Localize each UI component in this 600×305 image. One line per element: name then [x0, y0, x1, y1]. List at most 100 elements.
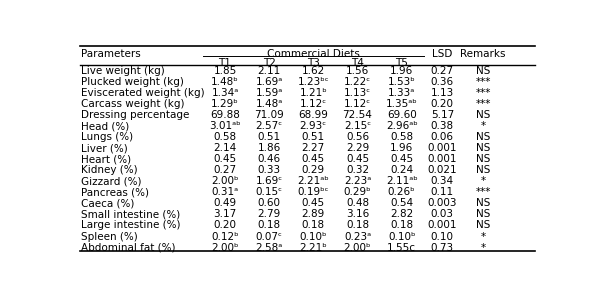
Text: Large intestine (%): Large intestine (%) — [80, 221, 180, 231]
Text: 0.29ᵇ: 0.29ᵇ — [344, 187, 371, 197]
Text: 1.69ᵃ: 1.69ᵃ — [256, 77, 283, 87]
Text: 1.86: 1.86 — [257, 143, 281, 153]
Text: 1.13ᶜ: 1.13ᶜ — [344, 88, 371, 98]
Text: 0.34: 0.34 — [431, 176, 454, 186]
Text: 2.15ᶜ: 2.15ᶜ — [344, 121, 371, 131]
Text: 2.82: 2.82 — [390, 210, 413, 220]
Text: Carcass weight (kg): Carcass weight (kg) — [80, 99, 184, 109]
Text: 1.12ᶜ: 1.12ᶜ — [300, 99, 327, 109]
Text: 0.32: 0.32 — [346, 165, 369, 175]
Text: Gizzard (%): Gizzard (%) — [80, 176, 141, 186]
Text: 0.51: 0.51 — [257, 132, 281, 142]
Text: 0.10: 0.10 — [431, 231, 454, 242]
Text: Remarks: Remarks — [460, 49, 506, 59]
Text: 2.96ᵃᵇ: 2.96ᵃᵇ — [386, 121, 418, 131]
Text: 0.49: 0.49 — [214, 199, 236, 208]
Text: Eviscerated weight (kg): Eviscerated weight (kg) — [80, 88, 204, 98]
Text: 2.27: 2.27 — [302, 143, 325, 153]
Text: ***: *** — [475, 88, 491, 98]
Text: 1.96: 1.96 — [390, 66, 413, 76]
Text: Caeca (%): Caeca (%) — [80, 199, 134, 208]
Text: 2.21ᵃᵇ: 2.21ᵃᵇ — [298, 176, 329, 186]
Text: NS: NS — [476, 165, 490, 175]
Text: 0.45: 0.45 — [302, 199, 325, 208]
Text: Parameters: Parameters — [80, 49, 140, 59]
Text: 0.001: 0.001 — [428, 154, 457, 164]
Text: ***: *** — [475, 77, 491, 87]
Text: NS: NS — [476, 143, 490, 153]
Text: 0.10ᵇ: 0.10ᵇ — [388, 231, 415, 242]
Text: 68.99: 68.99 — [298, 110, 328, 120]
Text: 0.12ᵇ: 0.12ᵇ — [211, 231, 239, 242]
Text: 0.003: 0.003 — [428, 199, 457, 208]
Text: 1.12ᶜ: 1.12ᶜ — [344, 99, 371, 109]
Text: 0.03: 0.03 — [431, 210, 454, 220]
Text: NS: NS — [476, 210, 490, 220]
Text: 1.55c: 1.55c — [387, 242, 416, 253]
Text: Lungs (%): Lungs (%) — [80, 132, 133, 142]
Text: 0.73: 0.73 — [431, 242, 454, 253]
Text: 2.00ᵇ: 2.00ᵇ — [211, 176, 239, 186]
Text: Plucked weight (kg): Plucked weight (kg) — [80, 77, 184, 87]
Text: 0.45: 0.45 — [390, 154, 413, 164]
Text: NS: NS — [476, 132, 490, 142]
Text: 0.18: 0.18 — [302, 221, 325, 231]
Text: 5.17: 5.17 — [431, 110, 454, 120]
Text: 2.00ᵇ: 2.00ᵇ — [344, 242, 371, 253]
Text: 0.33: 0.33 — [257, 165, 281, 175]
Text: Spleen (%): Spleen (%) — [80, 231, 137, 242]
Text: T3: T3 — [307, 58, 320, 67]
Text: Pancreas (%): Pancreas (%) — [80, 187, 149, 197]
Text: 0.18: 0.18 — [390, 221, 413, 231]
Text: 0.31ᵃ: 0.31ᵃ — [211, 187, 239, 197]
Text: NS: NS — [476, 110, 490, 120]
Text: 2.11: 2.11 — [257, 66, 281, 76]
Text: 69.88: 69.88 — [210, 110, 240, 120]
Text: *: * — [481, 231, 485, 242]
Text: Abdominal fat (%): Abdominal fat (%) — [80, 242, 175, 253]
Text: 0.07ᶜ: 0.07ᶜ — [256, 231, 283, 242]
Text: T1: T1 — [218, 58, 232, 67]
Text: 3.16: 3.16 — [346, 210, 369, 220]
Text: 2.14: 2.14 — [214, 143, 236, 153]
Text: 2.58ᵃ: 2.58ᵃ — [256, 242, 283, 253]
Text: 1.96: 1.96 — [390, 143, 413, 153]
Text: 0.45: 0.45 — [346, 154, 369, 164]
Text: ***: *** — [475, 187, 491, 197]
Text: 3.17: 3.17 — [214, 210, 236, 220]
Text: 0.11: 0.11 — [431, 187, 454, 197]
Text: 0.20: 0.20 — [431, 99, 454, 109]
Text: 1.23ᵇᶜ: 1.23ᵇᶜ — [298, 77, 329, 87]
Text: 0.46: 0.46 — [257, 154, 281, 164]
Text: 3.01ᵃᵇ: 3.01ᵃᵇ — [209, 121, 241, 131]
Text: 0.29: 0.29 — [302, 165, 325, 175]
Text: 2.79: 2.79 — [257, 210, 281, 220]
Text: T5: T5 — [395, 58, 408, 67]
Text: 0.54: 0.54 — [390, 199, 413, 208]
Text: Liver (%): Liver (%) — [80, 143, 127, 153]
Text: 1.35ᵃᵇ: 1.35ᵃᵇ — [386, 99, 418, 109]
Text: 2.57ᶜ: 2.57ᶜ — [256, 121, 283, 131]
Text: 1.22ᶜ: 1.22ᶜ — [344, 77, 371, 87]
Text: 1.21ᵇ: 1.21ᵇ — [299, 88, 327, 98]
Text: Kidney (%): Kidney (%) — [80, 165, 137, 175]
Text: 0.23ᵃ: 0.23ᵃ — [344, 231, 371, 242]
Text: 0.45: 0.45 — [214, 154, 236, 164]
Text: 1.56: 1.56 — [346, 66, 369, 76]
Text: 0.18: 0.18 — [346, 221, 369, 231]
Text: 1.62: 1.62 — [302, 66, 325, 76]
Text: 1.29ᵇ: 1.29ᵇ — [211, 99, 239, 109]
Text: NS: NS — [476, 221, 490, 231]
Text: 0.18: 0.18 — [257, 221, 281, 231]
Text: LSD: LSD — [432, 49, 452, 59]
Text: 0.56: 0.56 — [346, 132, 369, 142]
Text: 72.54: 72.54 — [343, 110, 373, 120]
Text: 0.06: 0.06 — [431, 132, 454, 142]
Text: 0.36: 0.36 — [431, 77, 454, 87]
Text: 1.53ᵇ: 1.53ᵇ — [388, 77, 416, 87]
Text: 0.51: 0.51 — [302, 132, 325, 142]
Text: 2.11ᵃᵇ: 2.11ᵃᵇ — [386, 176, 418, 186]
Text: 69.60: 69.60 — [387, 110, 416, 120]
Text: 1.69ᶜ: 1.69ᶜ — [256, 176, 283, 186]
Text: 0.60: 0.60 — [257, 199, 281, 208]
